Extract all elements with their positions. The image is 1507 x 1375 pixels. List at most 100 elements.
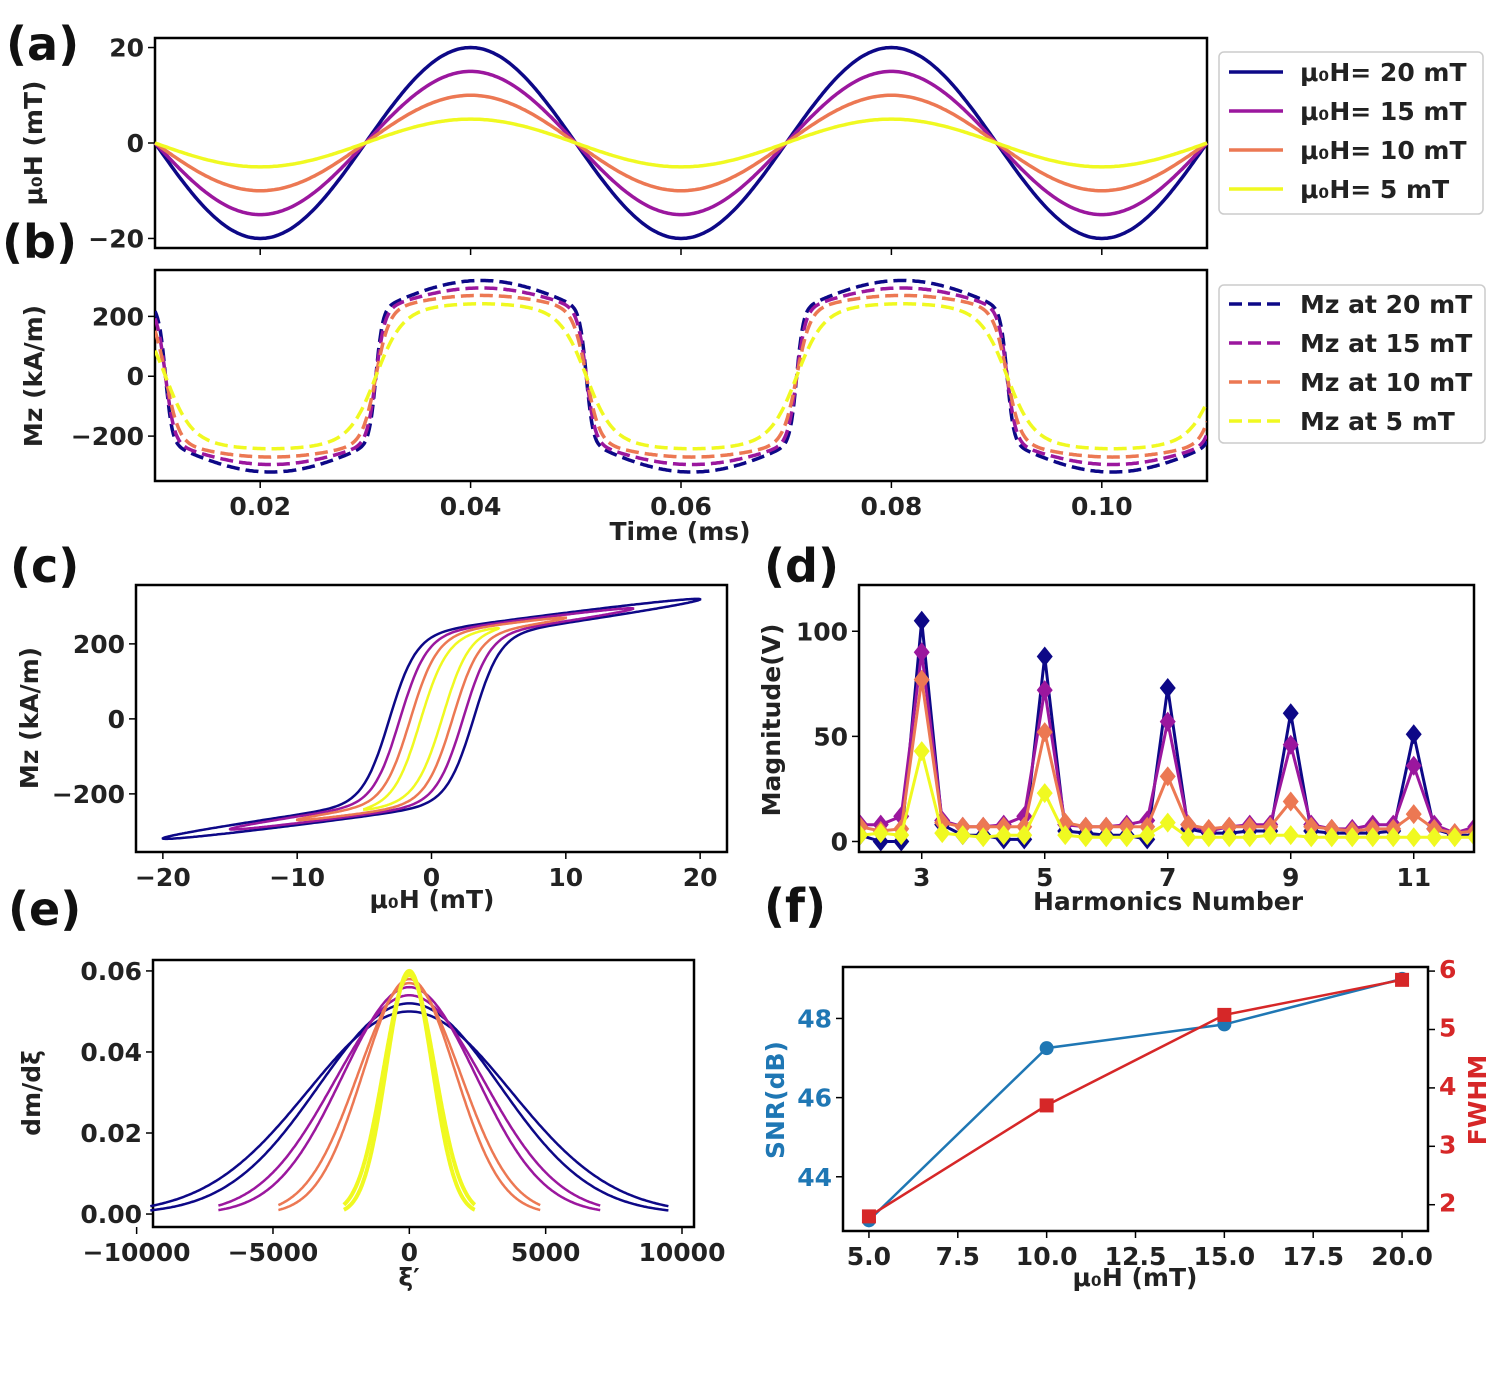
diamond-marker [1323,827,1340,848]
y-right-tick-label: 4 [1439,1072,1456,1101]
diamond-marker [995,825,1012,846]
panel-label-e: (e) [8,882,81,936]
diamond-marker [1036,680,1053,701]
x-tick-label: 3 [913,863,930,892]
diamond-marker [1159,711,1176,732]
snr-marker [1039,1041,1054,1056]
diamond-marker [1159,812,1176,833]
diamond-marker [1282,703,1299,724]
y-axis-label: Magnitude(V) [757,624,786,817]
axes-frame [841,965,1430,1233]
diamond-marker [1118,816,1135,837]
axes-frame [857,583,1476,854]
x-tick-label: 0 [401,1238,418,1267]
legend-entry: Mz at 20 mT [1300,290,1472,319]
x-axis-label: Time (ms) [609,517,750,546]
diamond-marker [1241,816,1258,837]
y-tick-label: 44 [797,1163,832,1192]
diamond-marker [1446,827,1463,848]
diamond-marker [1303,827,1320,848]
y-right-tick-label: 6 [1439,955,1456,984]
axes-frame [153,36,1209,250]
diamond-marker [893,825,910,846]
y-tick-label: 48 [797,1004,832,1033]
diamond-marker [1036,646,1053,667]
y-axis-label: Mz (kA/m) [15,647,44,789]
diamond-marker [975,816,992,837]
diamond-marker [1139,825,1156,846]
x-tick-label: 10000 [639,1238,726,1267]
y-tick-label: 0 [127,362,144,391]
x-tick-label: −10000 [83,1238,191,1267]
y-tick-label: −20 [88,224,144,253]
x-tick-label: 10.0 [1016,1242,1078,1271]
y-right-tick-label: 2 [1439,1189,1456,1218]
axes-frame [134,583,729,854]
legend-box [1218,51,1484,215]
diamond-marker [872,823,889,844]
legend-entry: Mz at 10 mT [1300,368,1472,397]
diamond-marker [1159,766,1176,787]
fwhm-marker [1039,1098,1054,1113]
panel-label-b: (b) [2,215,77,269]
fwhm-marker [1217,1007,1232,1022]
loop-20mT [161,597,702,841]
x-tick-label: 5.0 [847,1242,891,1271]
diamond-marker [1405,755,1422,776]
series-line-20mT [153,45,1209,241]
legend-entry: μ₀H= 20 mT [1300,58,1467,87]
diamond-marker [1057,825,1074,846]
y-tick-label: −200 [52,780,125,809]
x-tick-label: 15.0 [1194,1242,1256,1271]
y-right-tick-label: 5 [1439,1013,1456,1042]
diamond-marker [1098,816,1115,837]
diamond-marker [1180,814,1197,835]
y-tick-label: 0 [108,705,125,734]
panel-c [129,583,729,859]
diamond-marker [1036,722,1053,743]
y-axis-label: dm/dξ [17,1050,46,1136]
x-axis-label: μ₀H (mT) [1073,1263,1198,1292]
y-axis-label: Mz (kA/m) [19,305,48,447]
y-tick-label: 0.04 [80,1038,142,1067]
diamond-marker [934,823,951,844]
diamond-marker [1385,827,1402,848]
x-tick-label: 0.08 [861,492,923,521]
diamond-marker [913,741,930,762]
x-axis-label: Harmonics Number [1033,887,1304,916]
distribution-curve-5mT [343,968,476,1212]
fwhm-marker [861,1209,876,1224]
loop-15mT [228,607,635,831]
diamond-marker [1159,678,1176,699]
series-line-10mT [859,679,1474,835]
diamond-marker [1426,827,1443,848]
diamond-marker [1405,827,1422,848]
diamond-marker [1344,827,1361,848]
legend-entry: μ₀H= 10 mT [1300,136,1467,165]
diamond-marker [859,825,869,846]
series-line-15mT [153,69,1209,217]
distribution-curve-5mT [342,973,477,1207]
panel-label-d: (d) [764,539,839,593]
diamond-marker [1262,825,1279,846]
diamond-marker [1036,783,1053,804]
diamond-marker [1303,816,1320,837]
panel-label-a: (a) [6,17,79,71]
x-tick-label: 12.5 [1105,1242,1167,1271]
x-axis-label: ξ′ [398,1263,419,1292]
x-tick-label: 5000 [511,1238,581,1267]
series-line-10mT [155,293,1207,459]
x-tick-label: 20 [683,863,718,892]
distribution-curve-20mT [150,1010,669,1208]
x-tick-label: 0.02 [229,492,291,521]
panel-f [836,965,1435,1238]
series-line-20mT [155,278,1207,474]
series-line-15mT [155,286,1207,467]
diamond-marker [954,825,971,846]
distribution-curve-15mT [218,993,601,1207]
fwhm-line [868,978,1403,1218]
series-line-10mT [154,93,1208,193]
diamond-marker [1077,827,1094,848]
diamond-marker [1118,827,1135,848]
